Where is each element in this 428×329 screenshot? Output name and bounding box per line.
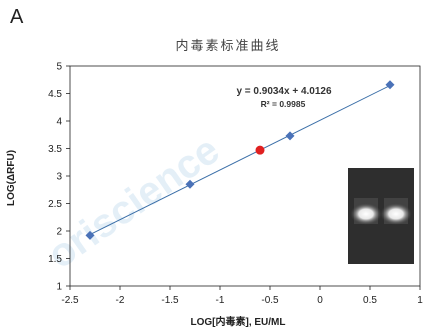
trendline-segment bbox=[89, 85, 391, 236]
x-tick-label: -2.5 bbox=[61, 295, 79, 306]
y-tick-label: 1 bbox=[56, 282, 62, 293]
standard-point bbox=[85, 230, 95, 240]
y-tick-label: 3 bbox=[56, 172, 62, 183]
standard-point bbox=[185, 179, 195, 189]
sample-point bbox=[255, 145, 265, 155]
y-tick-label: 3.5 bbox=[48, 144, 62, 155]
y-tick-label: 4.5 bbox=[48, 89, 62, 100]
data-points bbox=[85, 80, 395, 240]
standard-point bbox=[385, 80, 395, 90]
x-tick-label: 0.5 bbox=[363, 295, 377, 306]
x-tick-label: -1.5 bbox=[161, 295, 179, 306]
gel-inset-image bbox=[348, 168, 414, 264]
standard-point bbox=[285, 131, 295, 141]
gel-band bbox=[350, 203, 382, 225]
panel-label: A bbox=[10, 6, 24, 28]
y-tick-label: 4 bbox=[56, 117, 62, 128]
y-tick-label: 2.5 bbox=[48, 199, 62, 210]
x-axis-label: LOG[内毒素], EU/ML bbox=[191, 315, 286, 328]
x-tick-label: -2 bbox=[116, 295, 125, 306]
trendline bbox=[89, 85, 391, 236]
r-squared-label: R² = 0.9985 bbox=[261, 99, 306, 109]
axes: 1 1.5 2 2.5 3 3.5 4 4.5 5 -2.5 -2 -1.5 -1 -0.5 0 0.5 1 bbox=[48, 62, 423, 307]
x-tick-label: -1 bbox=[216, 295, 225, 306]
watermark-text: oriscience bbox=[40, 128, 227, 278]
x-tick-label: -0.5 bbox=[261, 295, 279, 306]
x-tick-label: 1 bbox=[417, 295, 423, 306]
y-tick-label: 2 bbox=[56, 227, 62, 238]
y-tick-label: 1.5 bbox=[48, 254, 62, 265]
y-tick-label: 5 bbox=[56, 62, 62, 73]
y-axis-label: LOG(ΔRFU) bbox=[6, 150, 17, 206]
trendline-equation: y = 0.9034x + 4.0126 bbox=[236, 86, 332, 97]
x-tick-label: 0 bbox=[317, 295, 323, 306]
chart-title: 内毒素标准曲线 bbox=[175, 38, 280, 54]
gel-band bbox=[380, 203, 412, 225]
